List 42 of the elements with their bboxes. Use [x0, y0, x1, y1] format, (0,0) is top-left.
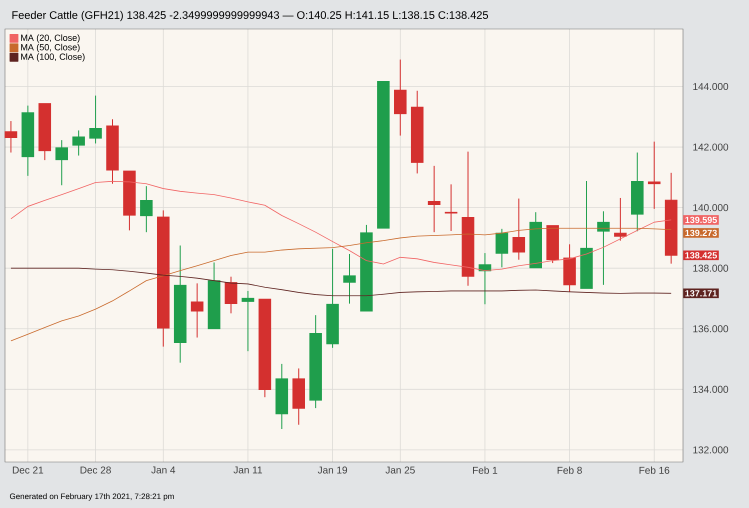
legend-label: MA (100, Close) — [21, 53, 85, 62]
y-tick-label: 138.000 — [693, 264, 728, 272]
candlestick — [242, 290, 254, 352]
x-tick-label: Dec 28 — [80, 466, 111, 474]
candlestick — [444, 184, 458, 232]
candlestick — [4, 120, 18, 154]
legend-label: MA (50, Close) — [21, 44, 80, 52]
candlestick — [478, 252, 492, 305]
chart-title: Feeder Cattle (GFH21) 138.425 -2.3499999999999943 — O:140.25 H:141.15 L:138.15 C:138.425 — [12, 10, 488, 22]
candlestick — [343, 253, 356, 304]
candlestick — [496, 228, 508, 268]
candlestick — [140, 186, 153, 233]
candlestick — [55, 140, 68, 186]
y-tick-label: 144.000 — [693, 83, 728, 90]
candlestick — [648, 141, 661, 210]
y-tick-label: 134.000 — [693, 386, 728, 393]
x-tick-label: Jan 11 — [234, 466, 262, 474]
y-tick-label: 136.000 — [693, 325, 728, 332]
data-label: 139.273 — [685, 230, 717, 236]
x-tick-label: Jan 19 — [318, 466, 348, 474]
x-tick-label: Feb 1 — [473, 466, 498, 474]
y-tick-label: 132.000 — [693, 446, 728, 454]
x-tick-label: Feb 8 — [558, 466, 582, 474]
candlestick — [512, 198, 526, 260]
candlestick — [394, 59, 407, 136]
candlestick — [428, 165, 440, 233]
x-tick-label: Jan 4 — [151, 466, 176, 474]
candlestick — [190, 282, 204, 338]
text: 138.425 — [685, 252, 717, 259]
x-tick-label: Jan 25 — [385, 466, 415, 474]
y-tick-label: 142.000 — [693, 144, 728, 151]
y-tick-label: 140.000 — [693, 204, 728, 212]
candlestick — [224, 276, 238, 314]
x-tick-label: Feb 16 — [640, 466, 670, 474]
x-tick-label: Dec 21 — [12, 466, 44, 474]
candlestick — [72, 130, 85, 156]
legend-label: MA (20, Close) — [21, 34, 80, 43]
data-label: 137.171 — [685, 290, 717, 296]
data-label: 139.595 — [685, 216, 717, 224]
candlestick — [597, 210, 610, 286]
candlestick — [614, 197, 627, 242]
candlestick — [89, 95, 102, 144]
